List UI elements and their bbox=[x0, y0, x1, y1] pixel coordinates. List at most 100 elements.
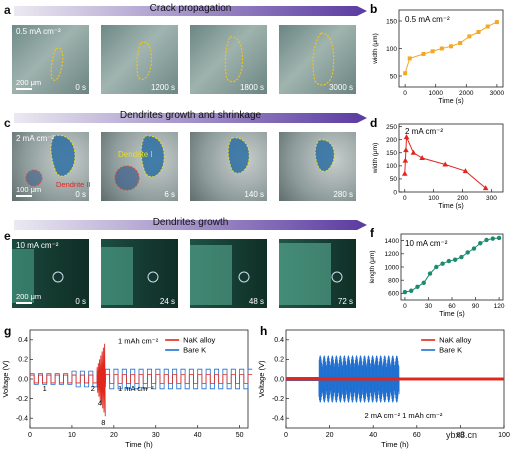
x-tick-label: 50 bbox=[236, 432, 244, 439]
chart-h: h 0 20 40 60 80 100 -0.4 -0.2 0.0 0.2 0.4 Time (h) Vo… bbox=[257, 324, 510, 449]
x-tick-label: 100 bbox=[498, 432, 510, 439]
data-point bbox=[471, 246, 477, 251]
banner-arrow-c bbox=[14, 113, 367, 123]
rate-mark-2: 2 bbox=[91, 384, 95, 393]
panel-letter-c: c bbox=[4, 116, 11, 130]
data-point bbox=[430, 49, 435, 54]
legend-label: Bare K bbox=[439, 346, 462, 355]
y-tick-label: 0.0 bbox=[274, 376, 284, 383]
scale-bar-c bbox=[16, 195, 32, 197]
time-c-1: 0 s bbox=[75, 190, 86, 199]
x-tick-label: 90 bbox=[472, 303, 480, 310]
time-c-2: 6 s bbox=[164, 190, 175, 199]
micro-c-4: 280 s bbox=[279, 132, 356, 201]
data-point bbox=[482, 185, 489, 191]
banner-a: Crack propagation bbox=[14, 3, 367, 18]
x-tick-label: 0 bbox=[28, 432, 32, 439]
time-c-3: 140 s bbox=[244, 190, 264, 199]
spike-segment bbox=[96, 343, 106, 417]
banner-title-e: Dendrites growth bbox=[152, 217, 229, 228]
time-a-2: 1200 s bbox=[150, 83, 175, 92]
time-a-3: 1800 s bbox=[239, 83, 264, 92]
x-tick-label: 30 bbox=[425, 303, 433, 310]
x-axis-label: Time (s) bbox=[438, 203, 463, 210]
y-axis-label: width (μm) bbox=[372, 143, 379, 174]
micro-e-4: 72 s bbox=[279, 239, 356, 308]
x-tick-label: 10 bbox=[68, 432, 76, 439]
data-point bbox=[421, 280, 426, 286]
y-tick-label: -0.4 bbox=[16, 416, 28, 423]
y-tick-label: 0 bbox=[393, 189, 397, 196]
x-axis-label: Time (s) bbox=[438, 98, 463, 105]
data-point bbox=[462, 168, 469, 174]
legend-label: NaK alloy bbox=[439, 336, 471, 345]
condition-label-c: 2 mA cm⁻² bbox=[16, 134, 55, 143]
panel-letter-a: a bbox=[4, 3, 11, 17]
y-tick-label: -0.4 bbox=[272, 416, 284, 423]
x-tick-label: 20 bbox=[326, 432, 334, 439]
y-tick-label: 150 bbox=[386, 18, 397, 25]
x-tick-label: 40 bbox=[369, 432, 377, 439]
y-tick-label: 800 bbox=[388, 278, 399, 285]
x-tick-label: 60 bbox=[413, 432, 421, 439]
panel-letter-f: f bbox=[370, 226, 375, 240]
time-e-2: 24 s bbox=[159, 297, 175, 306]
data-point bbox=[402, 289, 408, 295]
plot-frame bbox=[398, 123, 504, 193]
x-tick-label: 80 bbox=[457, 432, 465, 439]
data-point bbox=[452, 257, 458, 262]
y-axis-label: length (μm) bbox=[369, 250, 376, 283]
time-c-4: 280 s bbox=[333, 190, 353, 199]
y-tick-label: 150 bbox=[386, 150, 397, 157]
data-point bbox=[467, 34, 472, 39]
scale-bar-a bbox=[16, 88, 32, 90]
y-tick-label: 0.0 bbox=[18, 376, 28, 383]
banner-title-a: Crack propagation bbox=[149, 3, 232, 14]
x-axis-label: Time (s) bbox=[439, 311, 464, 318]
panel-letter-d: d bbox=[370, 116, 377, 130]
data-point bbox=[484, 237, 489, 243]
x-tick-label: 1000 bbox=[428, 90, 443, 97]
y-tick-label: 50 bbox=[390, 176, 398, 183]
y-tick-label: 100 bbox=[386, 163, 397, 170]
scale-text-c: 100 μm bbox=[16, 185, 42, 194]
scale-bar-e bbox=[16, 302, 32, 304]
y-tick-label: 250 bbox=[386, 124, 397, 131]
data-point bbox=[409, 288, 414, 293]
banner-arrow-a bbox=[14, 6, 367, 16]
panel-letter-h: h bbox=[260, 324, 267, 338]
data-point bbox=[459, 254, 464, 260]
y-axis-label: Voltage (V) bbox=[1, 360, 10, 398]
chart-f: f 0 30 60 90 120 600 800 1000 1200 1400 Time (s) len… bbox=[369, 226, 505, 318]
x-axis-label: Time (h) bbox=[125, 440, 153, 449]
y-tick-label: 1400 bbox=[385, 238, 400, 245]
data-point bbox=[402, 157, 409, 163]
y-tick-label: 100 bbox=[386, 46, 397, 53]
micro-c-1: 2 mA cm⁻² 100 μm 0 s bbox=[12, 132, 89, 201]
capacity-annotation: 1 mAh cm⁻² bbox=[118, 337, 159, 346]
panel-letter-e: e bbox=[4, 229, 11, 243]
x-tick-label: 40 bbox=[194, 432, 202, 439]
time-e-1: 0 s bbox=[75, 297, 86, 306]
x-tick-label: 2000 bbox=[459, 90, 474, 97]
data-point bbox=[434, 264, 439, 270]
data-point bbox=[494, 20, 499, 25]
data-point bbox=[419, 155, 425, 160]
micro-a-1: 0.5 mA cm⁻² 200 μm 0 s bbox=[12, 25, 89, 94]
chart-g: g 0 10 20 30 40 50 -0.4 -0.2 0.0 0.2 0.4 Time (h) Vol… bbox=[1, 324, 253, 449]
panel-letter-b: b bbox=[370, 2, 377, 16]
x-tick-label: 0 bbox=[284, 432, 288, 439]
x-tick-label: 20 bbox=[110, 432, 118, 439]
current-annotation: 1 mA cm⁻² bbox=[118, 384, 154, 393]
scale-text-a: 200 μm bbox=[16, 78, 42, 87]
data-point bbox=[440, 261, 445, 266]
x-tick-label: 30 bbox=[152, 432, 160, 439]
data-point bbox=[421, 52, 426, 56]
micro-a-2: 1200 s bbox=[101, 25, 178, 94]
data-point bbox=[439, 46, 444, 51]
y-tick-label: 1200 bbox=[385, 251, 400, 258]
x-axis-label: Time (h) bbox=[381, 440, 409, 449]
micro-e-3: 48 s bbox=[190, 239, 267, 308]
x-tick-label: 60 bbox=[448, 303, 456, 310]
x-tick-label: 300 bbox=[486, 195, 497, 202]
